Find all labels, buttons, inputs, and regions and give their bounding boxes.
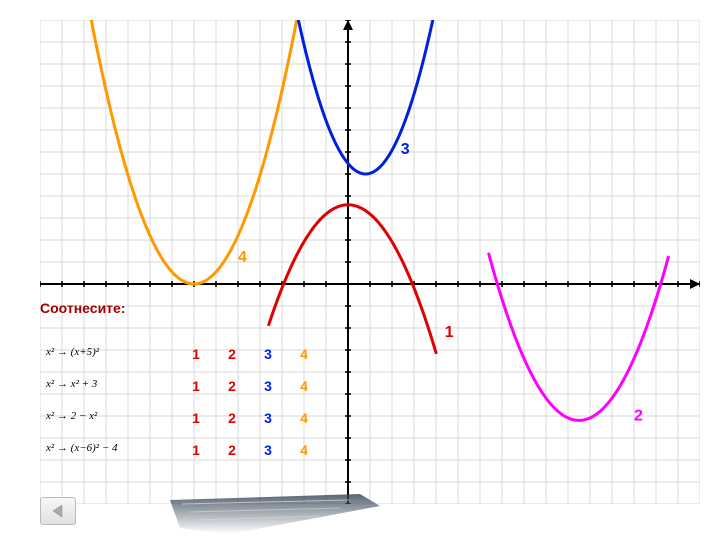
answer-option-3[interactable]: 3 <box>250 402 286 434</box>
curve-label-4: 4 <box>238 249 247 266</box>
triangle-left-icon <box>51 504 65 518</box>
curve-label-3: 3 <box>401 141 410 158</box>
answer-option-4[interactable]: 4 <box>286 338 322 370</box>
answer-row: 1234 <box>178 370 322 402</box>
formula-line: x² → 2 − x² <box>46 400 118 432</box>
curve-label-2: 2 <box>634 407 643 424</box>
answer-option-3[interactable]: 3 <box>250 370 286 402</box>
formula-list: x² → (x+5)²x² → x² + 3x² → 2 − x²x² → (x… <box>46 336 118 464</box>
answer-option-4[interactable]: 4 <box>286 370 322 402</box>
answer-option-1[interactable]: 1 <box>178 370 214 402</box>
answer-grid: 1234123412341234 <box>178 338 322 466</box>
formula-line: x² → (x−6)² − 4 <box>46 432 118 464</box>
answer-option-1[interactable]: 1 <box>178 402 214 434</box>
prompt-label: Соотнесите: <box>40 300 125 316</box>
answer-option-1[interactable]: 1 <box>178 338 214 370</box>
parabola-plot: 2431 <box>40 20 700 504</box>
answer-option-2[interactable]: 2 <box>214 402 250 434</box>
curve-label-1: 1 <box>445 324 454 341</box>
answer-option-2[interactable]: 2 <box>214 370 250 402</box>
prev-button[interactable] <box>40 497 76 525</box>
answer-row: 1234 <box>178 402 322 434</box>
answer-option-1[interactable]: 1 <box>178 434 214 466</box>
answer-option-4[interactable]: 4 <box>286 402 322 434</box>
formula-line: x² → x² + 3 <box>46 368 118 400</box>
answer-option-4[interactable]: 4 <box>286 434 322 466</box>
answer-option-2[interactable]: 2 <box>214 338 250 370</box>
answer-row: 1234 <box>178 434 322 466</box>
answer-option-2[interactable]: 2 <box>214 434 250 466</box>
answer-option-3[interactable]: 3 <box>250 434 286 466</box>
answer-row: 1234 <box>178 338 322 370</box>
answer-option-3[interactable]: 3 <box>250 338 286 370</box>
formula-line: x² → (x+5)² <box>46 336 118 368</box>
